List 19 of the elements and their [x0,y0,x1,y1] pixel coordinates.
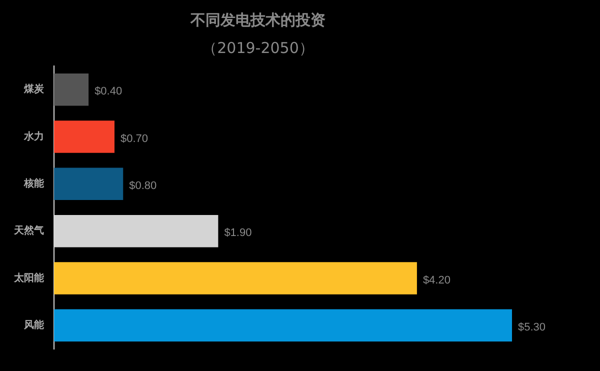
chart-subtitle: （2019-2050） [202,38,314,57]
bar [54,73,89,106]
data-label: $4.20 [422,274,450,286]
data-label: $5.30 [518,321,546,334]
bar [54,262,417,294]
bar [54,309,512,342]
y-tick-label: 太阳能 [13,272,45,284]
data-label: $0.70 [120,132,148,145]
y-tick-label: 天然气 [13,224,44,237]
y-tick-label: 风能 [23,319,45,332]
data-label: $0.80 [129,180,157,192]
y-tick-label: 煤炭 [23,83,45,96]
data-label: $0.40 [94,86,122,98]
bar [54,168,124,200]
y-tick-label: 水力 [23,130,44,142]
chart-title: 不同发电技术的投资 [190,10,326,29]
bar [54,120,114,153]
y-tick-label: 核能 [23,178,45,190]
data-label: $1.90 [224,227,252,240]
